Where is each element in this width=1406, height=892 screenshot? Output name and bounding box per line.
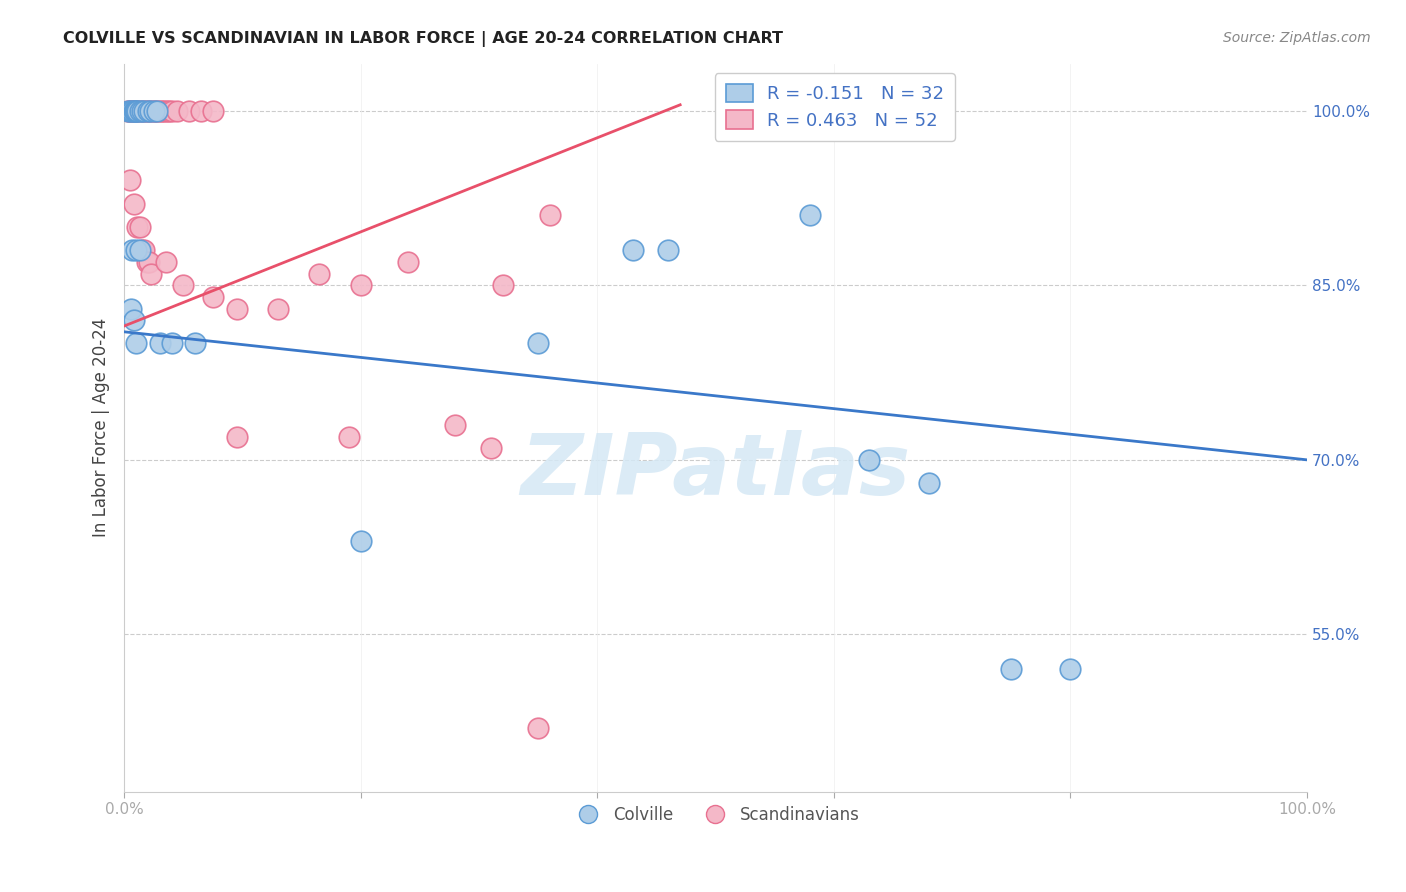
Point (444, 417, 467, 432)
Point (657, 244, 679, 258)
Point (131, 244, 153, 258)
Point (134, 244, 156, 258)
Point (120, 173, 142, 187)
Point (858, 103, 880, 118)
Point (121, 244, 143, 258)
Point (142, 103, 165, 118)
Point (527, 336, 550, 351)
Point (134, 103, 156, 118)
Point (129, 103, 152, 118)
Point (225, 429, 247, 443)
Point (135, 255, 157, 269)
Text: ZIPatlas: ZIPatlas (520, 430, 911, 513)
Y-axis label: In Labor Force | Age 20-24: In Labor Force | Age 20-24 (93, 318, 110, 538)
Point (157, 103, 180, 118)
Point (150, 103, 173, 118)
Point (160, 103, 183, 118)
Point (124, 103, 146, 118)
Point (122, 196, 145, 211)
Point (149, 103, 172, 118)
Point (894, 103, 917, 118)
Point (184, 336, 207, 351)
Point (120, 103, 142, 118)
Point (139, 103, 162, 118)
Point (122, 103, 145, 118)
Point (479, 441, 502, 455)
Point (799, 208, 821, 222)
Point (492, 278, 515, 293)
Point (121, 103, 143, 118)
Point (621, 244, 644, 258)
Point (267, 301, 290, 316)
Point (127, 220, 149, 235)
Point (142, 103, 165, 118)
Point (141, 267, 163, 281)
Point (125, 103, 148, 118)
Point (132, 103, 155, 118)
Point (127, 103, 149, 118)
Point (128, 220, 150, 235)
Point (117, 103, 139, 118)
Point (128, 103, 150, 118)
Point (153, 103, 176, 118)
Point (136, 103, 159, 118)
Point (190, 103, 212, 118)
Point (858, 453, 880, 467)
Point (120, 103, 142, 118)
Point (155, 255, 177, 269)
Point (138, 255, 160, 269)
Point (156, 103, 179, 118)
Legend: Colville, Scandinavians: Colville, Scandinavians (565, 799, 866, 830)
Point (396, 255, 419, 269)
Point (120, 301, 142, 316)
Point (125, 103, 148, 118)
Point (160, 336, 183, 351)
Point (172, 278, 194, 293)
Point (122, 103, 145, 118)
Point (122, 313, 145, 327)
Point (917, 476, 939, 491)
Point (127, 103, 149, 118)
Point (1000, 662, 1022, 676)
Point (118, 103, 141, 118)
Text: Source: ZipAtlas.com: Source: ZipAtlas.com (1223, 31, 1371, 45)
Point (139, 103, 162, 118)
Point (337, 429, 360, 443)
Point (225, 301, 247, 316)
Point (538, 208, 561, 222)
Point (117, 103, 139, 118)
Point (134, 103, 156, 118)
Point (136, 103, 159, 118)
Point (131, 103, 153, 118)
Point (350, 278, 373, 293)
Point (146, 103, 169, 118)
Point (149, 336, 172, 351)
Point (308, 267, 330, 281)
Point (179, 103, 201, 118)
Point (125, 244, 148, 258)
Point (124, 103, 146, 118)
Point (125, 336, 148, 351)
Point (128, 244, 150, 258)
Point (201, 103, 224, 118)
Point (146, 103, 169, 118)
Point (527, 721, 550, 735)
Point (1059, 662, 1081, 676)
Point (350, 534, 373, 549)
Point (121, 103, 143, 118)
Point (143, 103, 166, 118)
Text: COLVILLE VS SCANDINAVIAN IN LABOR FORCE | AGE 20-24 CORRELATION CHART: COLVILLE VS SCANDINAVIAN IN LABOR FORCE … (63, 31, 783, 47)
Point (166, 103, 188, 118)
Point (201, 290, 224, 304)
